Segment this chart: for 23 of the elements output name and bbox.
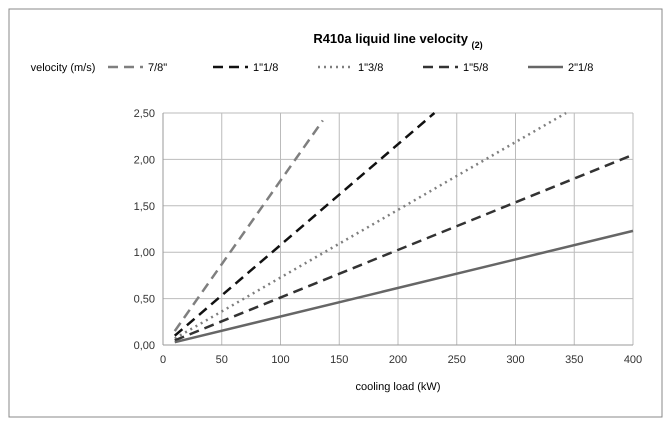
y-tick-label: 0,00 [134, 340, 155, 352]
chart-title: R410a liquid line velocity $_{(2)}$ [313, 31, 483, 50]
x-tick-label: 300 [506, 354, 525, 366]
y-tick-label: 0,50 [134, 294, 155, 306]
y-tick-label: 2,50 [134, 108, 155, 120]
y-axis-title: velocity (m/s) [30, 62, 96, 74]
legend-label: 1"5/8 [463, 62, 488, 74]
legend-label: 1"3/8 [358, 62, 384, 74]
x-tick-label: 200 [388, 354, 408, 366]
x-tick-label: 0 [160, 354, 166, 366]
legend-label: 1"1/8 [253, 62, 278, 74]
x-tick-label: 150 [330, 354, 348, 366]
x-tick-label: 350 [565, 354, 584, 366]
y-tick-label: 2,00 [134, 154, 155, 166]
x-tick-label: 400 [624, 354, 642, 366]
legend-label: 7/8" [148, 62, 168, 74]
x-tick-label: 250 [448, 354, 466, 366]
legend-label: 2"1/8 [568, 62, 594, 74]
x-tick-label: 100 [271, 354, 290, 366]
x-tick-label: 50 [216, 354, 228, 366]
y-tick-label: 1,50 [134, 200, 155, 213]
x-axis-title: cooling load (kW) [356, 381, 440, 393]
y-tick-label: 1,00 [134, 247, 155, 260]
